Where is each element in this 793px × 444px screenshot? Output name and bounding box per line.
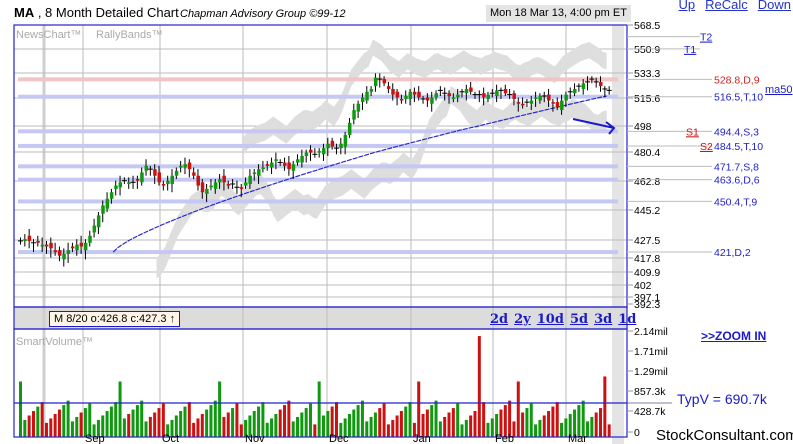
down-link[interactable]: Down — [757, 0, 791, 12]
svg-text:427.5: 427.5 — [634, 235, 660, 247]
svg-text:392.3: 392.3 — [634, 299, 660, 311]
svg-text:Mar: Mar — [568, 433, 587, 444]
svg-text:498: 498 — [634, 121, 652, 133]
svg-text:Dec: Dec — [329, 433, 349, 444]
chart-title: MA , 8 Month Detailed Chart — [14, 5, 179, 20]
svg-text:417.8: 417.8 — [634, 253, 660, 265]
svg-text:1.29mil: 1.29mil — [634, 366, 668, 378]
svg-text:421,D,2: 421,D,2 — [714, 247, 751, 259]
typical-volume: TypV = 690.7k — [677, 391, 767, 407]
range-1d[interactable]: 1d — [618, 312, 637, 327]
svg-text:Jan: Jan — [413, 433, 431, 444]
firm-label: Chapman Advisory Group ©99-12 — [180, 8, 346, 20]
svg-text:Sep: Sep — [85, 433, 105, 444]
svg-text:0: 0 — [634, 427, 640, 439]
svg-text:463.6,D,6: 463.6,D,6 — [714, 175, 760, 187]
date-label: Mon 18 Mar 13, 4:00 pm ET — [486, 5, 631, 22]
svg-text:SmartVolume™: SmartVolume™ — [16, 336, 93, 348]
svg-text:516.5,T,10: 516.5,T,10 — [714, 92, 763, 104]
recalc-link[interactable]: ReCalc — [705, 0, 748, 12]
svg-text:402: 402 — [634, 280, 652, 292]
range-2d[interactable]: 2d — [490, 312, 509, 327]
svg-text:568.5: 568.5 — [634, 20, 660, 32]
range-links: 2d 2y 10d 5d 3d 1d — [490, 312, 642, 327]
svg-text:515.6: 515.6 — [634, 93, 660, 105]
svg-text:484.5,T,10: 484.5,T,10 — [714, 141, 763, 153]
svg-text:1.71mil: 1.71mil — [634, 346, 668, 358]
svg-text:445.2: 445.2 — [634, 205, 660, 217]
svg-text:S2: S2 — [700, 141, 713, 153]
svg-text:Nov: Nov — [245, 433, 265, 444]
svg-text:T1: T1 — [684, 44, 696, 56]
svg-text:494.4,S,3: 494.4,S,3 — [714, 126, 759, 138]
svg-text:2.14mil: 2.14mil — [634, 326, 668, 338]
svg-text:NewsChart™: NewsChart™ — [16, 29, 81, 41]
zoom-in-link[interactable]: >>ZOOM IN — [701, 329, 767, 343]
svg-text:RallyBands™: RallyBands™ — [96, 29, 163, 41]
title-text: , 8 Month Detailed Chart — [34, 5, 179, 20]
range-10d[interactable]: 10d — [536, 312, 564, 327]
ma50-link[interactable]: ma50 — [765, 84, 793, 96]
svg-text:450.4,T,9: 450.4,T,9 — [714, 196, 757, 208]
svg-text:857.3k: 857.3k — [634, 386, 666, 398]
svg-text:528.8,D,9: 528.8,D,9 — [714, 74, 760, 86]
svg-text:Oct: Oct — [162, 433, 179, 444]
svg-text:T2: T2 — [700, 32, 712, 44]
range-5d[interactable]: 5d — [569, 312, 589, 327]
svg-text:471.7,S,8: 471.7,S,8 — [714, 161, 759, 173]
symbol: MA — [14, 5, 35, 20]
svg-text:550.9: 550.9 — [634, 44, 660, 56]
svg-text:409.9: 409.9 — [634, 267, 660, 279]
svg-text:397.1: 397.1 — [634, 292, 660, 304]
svg-text:480.4: 480.4 — [634, 147, 660, 159]
info-box: M 8/20 o:426.8 c:427.3 ↑ — [49, 311, 181, 327]
svg-text:S1: S1 — [686, 126, 699, 138]
top-links: Up ReCalc Down — [669, 0, 792, 12]
up-link[interactable]: Up — [678, 0, 696, 12]
svg-text:533.3: 533.3 — [634, 68, 660, 80]
site-label: StockConsultant.com — [656, 427, 793, 444]
svg-text:428.7k: 428.7k — [634, 406, 666, 418]
svg-text:Feb: Feb — [495, 433, 514, 444]
range-2y[interactable]: 2y — [514, 312, 531, 327]
svg-text:462.8: 462.8 — [634, 176, 660, 188]
range-3d[interactable]: 3d — [594, 312, 613, 327]
